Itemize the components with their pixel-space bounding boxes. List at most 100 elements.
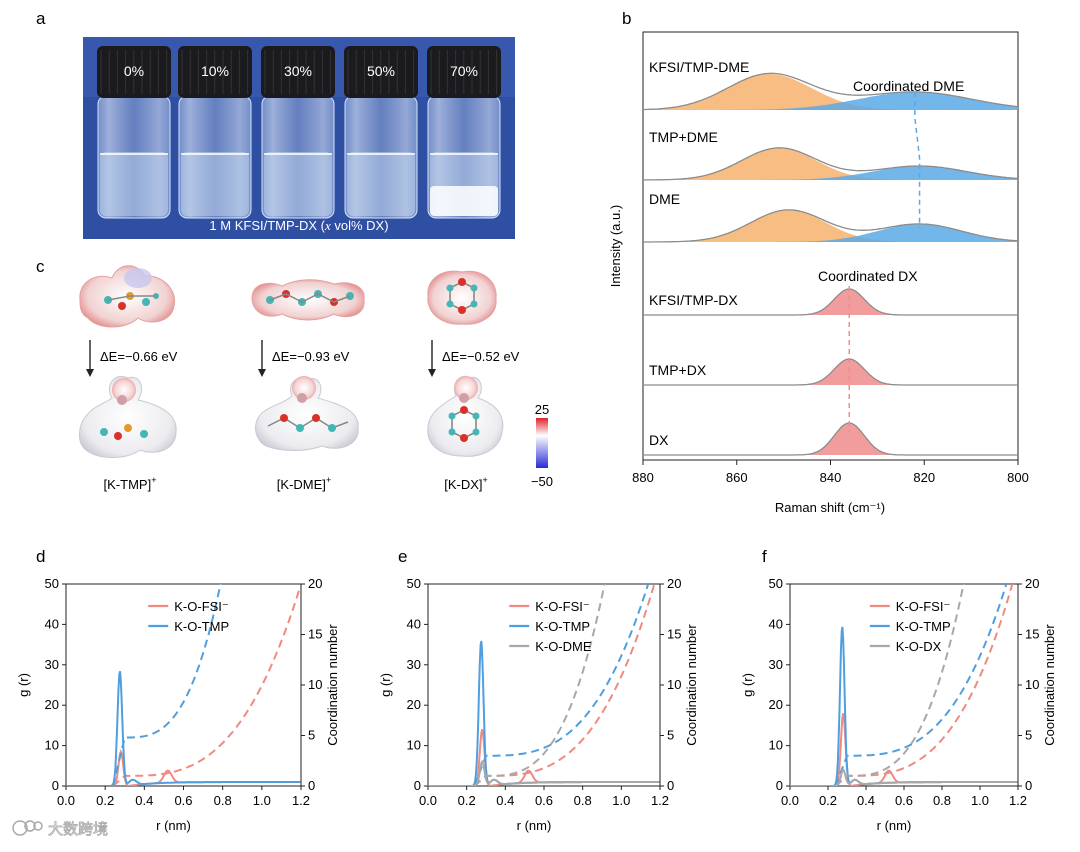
panel-letter-f: f <box>762 547 767 566</box>
vial-2: 30% <box>261 46 335 219</box>
rdf-y2tick-label: 5 <box>308 728 315 743</box>
rdf-coordination-curve <box>834 584 965 786</box>
legend-label: K-O-FSI⁻ <box>896 599 951 614</box>
panel-a-photo: 0% 10% 30% 50% 70% 1 M KFSI/TMP-DX (x vol% D… <box>83 37 515 239</box>
rdf-xtick-label: 0.4 <box>857 793 875 808</box>
rdf-curve <box>428 729 660 786</box>
watermark: 大数跨境 <box>12 820 108 838</box>
raman-sample-label: DX <box>649 432 669 448</box>
rdf-curve <box>428 759 660 786</box>
raman-series-5: DX <box>643 422 1018 456</box>
k-dme-complex <box>255 376 359 451</box>
raman-envelope <box>643 209 1019 243</box>
rdf-xtick-label: 1.2 <box>292 793 310 808</box>
rdf-ytick-label: 20 <box>769 697 783 712</box>
legend-label: K-O-FSI⁻ <box>535 599 590 614</box>
rdf-y2tick-label: 10 <box>308 677 322 692</box>
rdf-xtick-label: 1.0 <box>612 793 630 808</box>
rdf-y2tick-label: 15 <box>308 627 322 642</box>
rdf-xtick-label: 1.2 <box>1009 793 1027 808</box>
rdf-ytick-label: 0 <box>776 778 783 793</box>
raman-peak-fill <box>643 74 1018 110</box>
raman-peak-fill <box>643 224 1018 242</box>
raman-sample-label: DME <box>649 191 680 207</box>
rdf-xtick-label: 0.0 <box>781 793 799 808</box>
rdf-xtick-label: 0.2 <box>458 793 476 808</box>
raman-sample-label: TMP+DME <box>649 129 718 145</box>
panel-letter-a: a <box>36 9 46 28</box>
rdf-y2tick-label: 20 <box>667 576 681 591</box>
esp-colorbar <box>536 418 548 468</box>
rdf-xlabel: r (nm) <box>156 818 191 833</box>
raman-peak-fill <box>643 166 1018 180</box>
rdf-ytick-label: 30 <box>769 657 783 672</box>
raman-xtick-label: 880 <box>632 470 654 485</box>
legend-label: K-O-TMP <box>896 619 951 634</box>
rdf-xtick-label: 0.6 <box>535 793 553 808</box>
raman-frame <box>642 31 1019 461</box>
rdf-y2tick-label: 5 <box>667 728 674 743</box>
panel-letter-c: c <box>36 257 45 276</box>
rdf-y2tick-label: 10 <box>667 677 681 692</box>
raman-series-0: KFSI/TMP-DME <box>642 59 1019 111</box>
rdf-y2tick-label: 5 <box>1025 728 1032 743</box>
rdf-xtick-label: 0.8 <box>574 793 592 808</box>
label-k-tmp: [K-TMP]+ <box>104 475 157 492</box>
rdf-ytick-label: 20 <box>45 697 59 712</box>
raman-xtick-label: 820 <box>913 470 935 485</box>
legend-label: K-O-DX <box>896 639 942 654</box>
rdf-ytick-label: 40 <box>45 616 59 631</box>
dx-esp-molecule <box>427 270 497 325</box>
rdf-xlabel: r (nm) <box>877 818 912 833</box>
rdf-y2tick-label: 10 <box>1025 677 1039 692</box>
rdf-xtick-label: 0.8 <box>933 793 951 808</box>
rdf-curve <box>790 713 1018 786</box>
rdf-frame <box>427 583 661 787</box>
raman-envelope <box>643 422 1018 456</box>
vial-caption: 1 M KFSI/TMP-DX (x vol% DX) <box>209 218 388 233</box>
legend-label: K-O-TMP <box>535 619 590 634</box>
panel-letter-d: d <box>36 547 45 566</box>
legend-label: K-O-DME <box>535 639 592 654</box>
legend-label: K-O-TMP <box>174 619 229 634</box>
rdf-xtick-label: 1.0 <box>971 793 989 808</box>
rdf-coordination-curve <box>473 584 650 786</box>
annot-coordinated-dme: Coordinated DME <box>853 78 964 94</box>
rdf-ytick-label: 0 <box>52 778 59 793</box>
raman-series-3: KFSI/TMP-DX <box>643 288 1018 316</box>
rdf-ylabel: g (r) <box>16 673 31 697</box>
rdf-curve <box>428 640 660 786</box>
raman-sample-label: KFSI/TMP-DME <box>649 59 749 75</box>
rdf-chart-d: 0.0 0.2 0.4 0.6 0.8 1.0 1.20102030405005101520… <box>16 576 340 833</box>
colorbar-min: −50 <box>531 474 553 489</box>
rdf-ytick-label: 50 <box>45 576 59 591</box>
rdf-coordination-curve <box>834 584 1008 786</box>
rdf-xtick-label: 0.8 <box>214 793 232 808</box>
rdf-ylabel: g (r) <box>740 673 755 697</box>
raman-sample-label: KFSI/TMP-DX <box>649 292 738 308</box>
raman-series-2: DME <box>643 191 1019 243</box>
raman-xlabel: Raman shift (cm⁻¹) <box>775 500 885 515</box>
rdf-xtick-label: 0.4 <box>135 793 153 808</box>
raman-peak-fill <box>643 210 1018 242</box>
annot-coordinated-dx: Coordinated DX <box>818 268 918 284</box>
rdf-y2tick-label: 15 <box>667 627 681 642</box>
rdf-ytick-label: 10 <box>407 738 421 753</box>
energy-tmp: ΔE=−0.66 eV <box>100 349 178 364</box>
raman-xtick-label: 840 <box>820 470 842 485</box>
raman-envelope <box>642 72 1019 111</box>
rdf-xtick-label: 1.2 <box>651 793 669 808</box>
rdf-frame <box>789 583 1019 787</box>
vial-1: 10% <box>178 46 252 219</box>
rdf-chart-e: 0.0 0.2 0.4 0.6 0.8 1.0 1.20102030405005101520… <box>378 576 699 833</box>
rdf-ytick-label: 30 <box>45 657 59 672</box>
rdf-ytick-label: 30 <box>407 657 421 672</box>
vial-label: 30% <box>284 63 312 79</box>
raman-peak-fill <box>643 92 1018 110</box>
rdf-y2tick-label: 15 <box>1025 627 1039 642</box>
rdf-xtick-label: 0.2 <box>96 793 114 808</box>
rdf-xtick-label: 0.6 <box>174 793 192 808</box>
legend-label: K-O-FSI⁻ <box>174 599 229 614</box>
dme-guide-line <box>914 92 921 228</box>
